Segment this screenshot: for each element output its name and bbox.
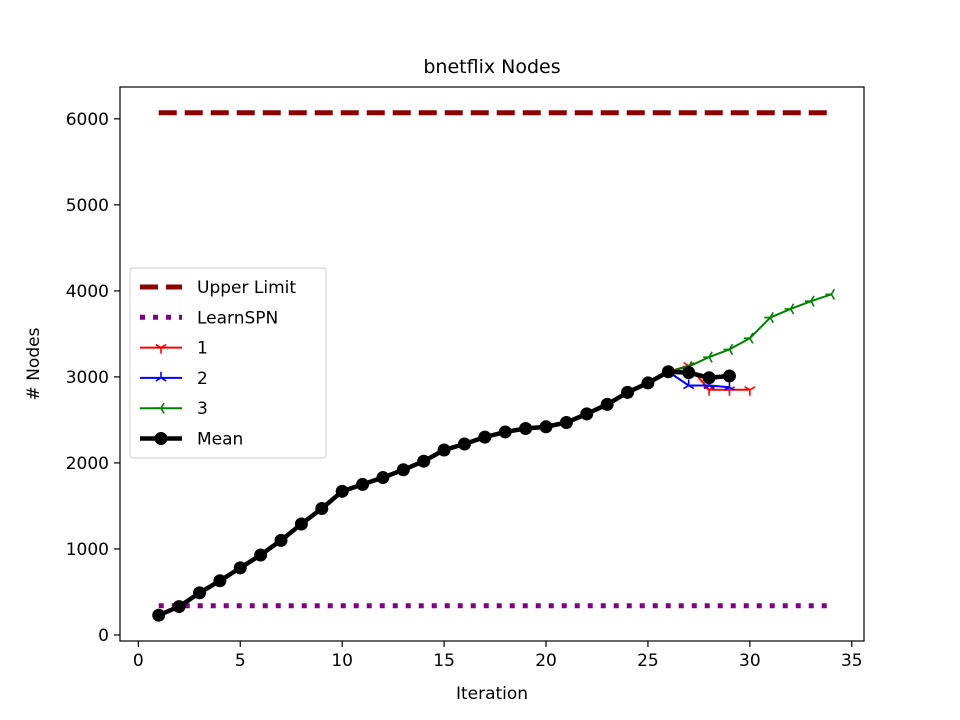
- x-axis-label: Iteration: [456, 684, 528, 704]
- legend-marker: [155, 371, 167, 382]
- x-tick-label: 0: [133, 651, 144, 671]
- y-axis: 0 1000 2000 3000 4000 5000 6000: [66, 110, 120, 646]
- data-point: [417, 454, 431, 468]
- data-point: [457, 437, 471, 451]
- data-point: [356, 477, 370, 491]
- y-tick-label: 3000: [66, 368, 109, 388]
- x-tick-label: 10: [331, 651, 353, 671]
- legend: Upper Limit LearnSPN 1 2 3 Mean: [129, 267, 327, 459]
- data-point: [744, 386, 756, 396]
- data-point: [621, 385, 635, 399]
- data-point: [519, 422, 533, 436]
- data-point: [784, 303, 795, 315]
- data-point: [294, 517, 308, 531]
- data-point: [600, 397, 614, 411]
- data-point: [804, 295, 815, 307]
- data-point: [478, 430, 492, 444]
- chart-title: bnetflix Nodes: [423, 56, 560, 78]
- x-tick-label: 5: [235, 651, 246, 671]
- x-axis: 0 5 10 15 20 25 30 35: [133, 641, 863, 671]
- legend-label: 2: [197, 369, 208, 389]
- y-tick-label: 6000: [66, 110, 109, 130]
- data-point: [825, 288, 836, 300]
- series-layer: [152, 110, 836, 622]
- data-point: [152, 608, 166, 622]
- data-point: [335, 484, 349, 498]
- legend-label: Upper Limit: [197, 278, 296, 298]
- data-point: [539, 420, 553, 434]
- y-tick-label: 5000: [66, 196, 109, 216]
- y-axis-label: # Nodes: [24, 327, 44, 400]
- data-point: [580, 407, 594, 421]
- legend-label: LearnSPN: [197, 308, 278, 328]
- data-point: [192, 586, 206, 600]
- data-point: [315, 502, 329, 516]
- data-point: [213, 574, 227, 588]
- data-point: [703, 351, 713, 363]
- data-point: [683, 379, 695, 390]
- legend-marker: [155, 343, 167, 354]
- data-point: [764, 311, 774, 324]
- data-point: [376, 471, 390, 485]
- data-point: [274, 533, 288, 547]
- x-tick-label: 35: [841, 651, 863, 671]
- data-point: [682, 366, 696, 380]
- data-point: [437, 443, 451, 457]
- x-tick-label: 30: [739, 651, 761, 671]
- legend-label: 3: [197, 399, 208, 419]
- data-point: [254, 548, 268, 562]
- data-point: [722, 369, 736, 383]
- data-point: [641, 376, 655, 390]
- x-tick-label: 20: [535, 651, 557, 671]
- y-tick-label: 0: [98, 626, 109, 646]
- y-tick-label: 4000: [66, 282, 109, 302]
- legend-marker: [154, 432, 168, 445]
- data-point: [396, 463, 410, 477]
- legend-marker: [155, 402, 165, 414]
- legend-label: Mean: [197, 430, 243, 450]
- data-point: [172, 600, 186, 614]
- data-point: [661, 365, 675, 379]
- series-mean: [152, 365, 736, 622]
- plot-frame: [119, 86, 865, 642]
- data-point: [498, 425, 512, 439]
- x-tick-label: 15: [433, 651, 455, 671]
- y-tick-label: 2000: [66, 454, 109, 474]
- data-point: [702, 371, 716, 385]
- data-point: [233, 561, 247, 575]
- legend-label: 1: [197, 339, 208, 359]
- data-point: [743, 332, 754, 344]
- data-point: [559, 415, 573, 429]
- x-tick-label: 25: [637, 651, 659, 671]
- y-tick-label: 1000: [66, 540, 109, 560]
- data-point: [723, 343, 734, 355]
